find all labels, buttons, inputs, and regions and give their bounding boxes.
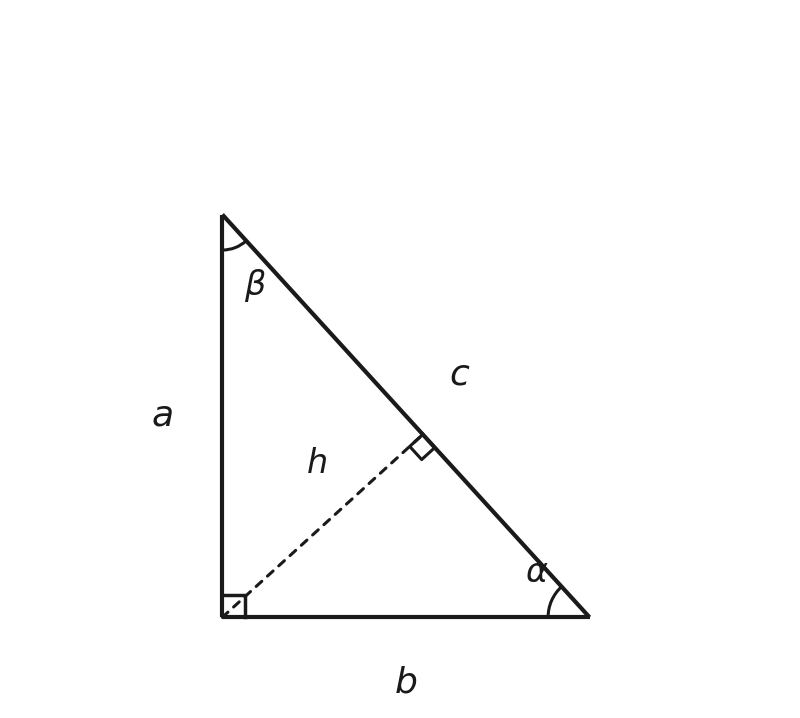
Text: b: b [394,666,418,699]
Text: β: β [244,269,266,302]
Text: α: α [526,556,547,589]
Text: c: c [450,358,469,391]
Text: a: a [152,399,174,433]
Text: h: h [306,447,328,480]
Text: Right Triangle: Right Triangle [104,26,696,100]
